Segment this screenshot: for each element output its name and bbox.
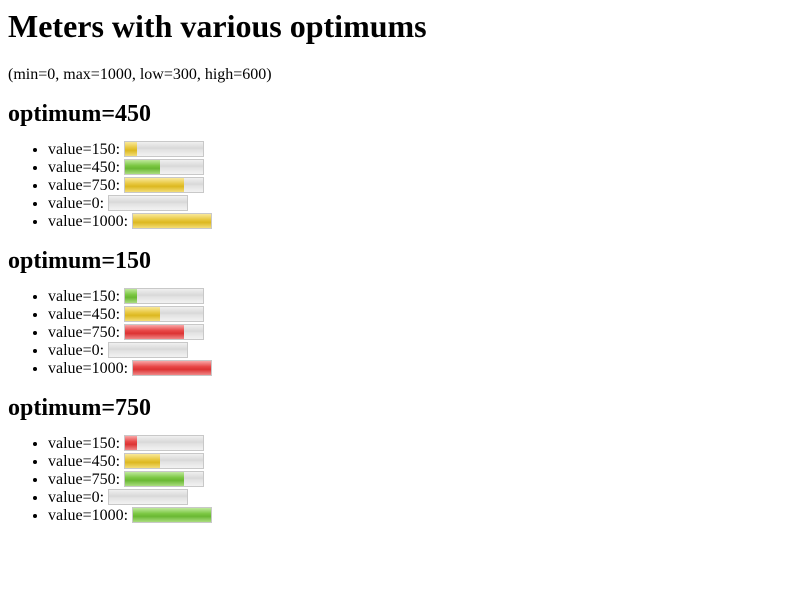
list-item: value=450: — [48, 159, 792, 177]
meter-label: value=150: — [48, 435, 121, 452]
meter-list: value=150: value=450: value=750: value=0… — [8, 141, 792, 231]
meter — [124, 324, 205, 340]
meter — [124, 141, 205, 157]
meter — [132, 213, 213, 229]
meter-fill — [125, 160, 161, 174]
section-heading: optimum=150 — [8, 248, 152, 274]
meter-fill — [125, 178, 184, 192]
list-item: value=0: — [48, 195, 792, 213]
meter-list: value=150: value=450: value=750: value=0… — [8, 435, 792, 525]
list-item: value=1000: — [48, 213, 792, 231]
list-item: value=1000: — [48, 360, 792, 378]
meter-fill — [125, 142, 137, 156]
list-item: value=750: — [48, 177, 792, 195]
meter-label: value=450: — [48, 159, 121, 176]
list-item: value=150: — [48, 288, 792, 306]
meter — [132, 360, 213, 376]
meter — [124, 471, 205, 487]
meter-label: value=450: — [48, 453, 121, 470]
section-optimum-750: optimum=750 value=150: value=450: value=… — [8, 394, 792, 525]
meter-fill — [125, 472, 184, 486]
list-item: value=150: — [48, 435, 792, 453]
meter-label: value=750: — [48, 324, 121, 341]
meter — [108, 342, 189, 358]
meter-label: value=750: — [48, 177, 121, 194]
meter — [124, 159, 205, 175]
page: Meters with various optimums (min=0, max… — [0, 8, 800, 525]
meter-label: value=1000: — [48, 213, 129, 230]
section-optimum-450: optimum=450 value=150: value=450: value=… — [8, 100, 792, 231]
meter-label: value=0: — [48, 342, 105, 359]
meter-label: value=150: — [48, 288, 121, 305]
meter-label: value=0: — [48, 489, 105, 506]
meter-fill — [125, 307, 161, 321]
meter — [108, 195, 189, 211]
meter-fill — [125, 436, 137, 450]
page-title: Meters with various optimums — [8, 8, 427, 44]
list-item: value=450: — [48, 306, 792, 324]
meter-label: value=1000: — [48, 360, 129, 377]
meter — [124, 435, 205, 451]
meter — [124, 288, 205, 304]
meter-label: value=750: — [48, 471, 121, 488]
meter-fill — [133, 214, 212, 228]
meter — [108, 489, 189, 505]
meter-fill — [125, 454, 161, 468]
meter-fill — [133, 508, 212, 522]
meter-fill — [125, 325, 184, 339]
section-heading: optimum=450 — [8, 101, 152, 127]
list-item: value=750: — [48, 324, 792, 342]
page-subtitle: (min=0, max=1000, low=300, high=600) — [8, 66, 272, 83]
meter — [124, 177, 205, 193]
list-item: value=750: — [48, 471, 792, 489]
list-item: value=0: — [48, 342, 792, 360]
list-item: value=150: — [48, 141, 792, 159]
meter — [124, 306, 205, 322]
meter-fill — [125, 289, 137, 303]
meter-list: value=150: value=450: value=750: value=0… — [8, 288, 792, 378]
meter-label: value=150: — [48, 141, 121, 158]
meter-label: value=450: — [48, 306, 121, 323]
meter-label: value=1000: — [48, 507, 129, 524]
section-heading: optimum=750 — [8, 395, 152, 421]
meter — [124, 453, 205, 469]
meter — [132, 507, 213, 523]
meter-label: value=0: — [48, 195, 105, 212]
section-optimum-150: optimum=150 value=150: value=450: value=… — [8, 247, 792, 378]
meter-fill — [133, 361, 212, 375]
list-item: value=1000: — [48, 507, 792, 525]
list-item: value=450: — [48, 453, 792, 471]
list-item: value=0: — [48, 489, 792, 507]
